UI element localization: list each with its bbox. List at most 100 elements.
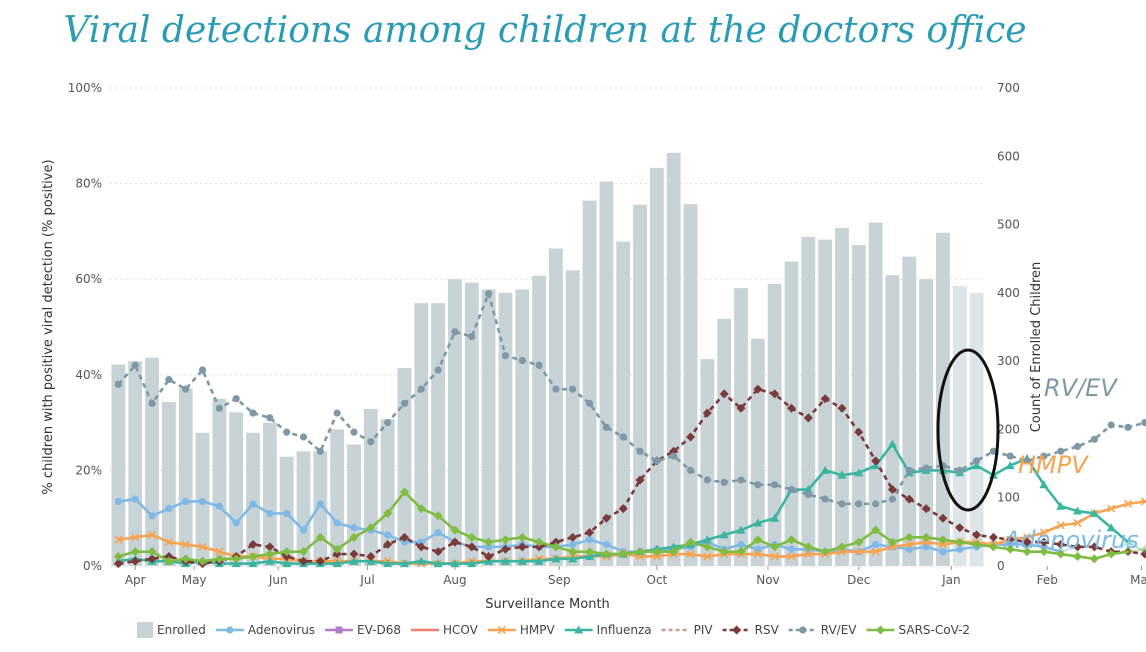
legend-label: EV-D68 <box>357 623 401 637</box>
enrolled-bar <box>347 444 361 566</box>
data-point <box>349 532 359 542</box>
legend-label: PIV <box>694 623 714 637</box>
enrolled-bar <box>481 289 496 566</box>
data-point <box>1140 497 1146 506</box>
data-point <box>754 481 762 489</box>
y-tick-label: 80% <box>75 177 102 191</box>
enrolled-bar <box>919 279 934 566</box>
data-point <box>1040 543 1048 551</box>
data-point <box>1123 499 1133 508</box>
legend-item: EV-D68 <box>325 623 401 637</box>
y2-tick-label: 200 <box>997 422 1020 436</box>
data-point <box>753 518 763 527</box>
data-point <box>433 559 443 568</box>
enrolled-bar <box>262 422 277 566</box>
data-point <box>1089 542 1099 552</box>
data-point <box>114 535 123 544</box>
legend-item: Enrolled <box>137 622 206 638</box>
data-point <box>349 556 359 565</box>
data-point <box>400 538 409 546</box>
data-point <box>518 356 526 365</box>
annotation-adenovirus: Adenovirus <box>1002 526 1139 554</box>
data-point <box>1089 508 1099 517</box>
series-line <box>118 500 1146 565</box>
enrolled-bar <box>296 451 311 566</box>
enrolled-bar <box>212 398 227 566</box>
enrolled-bar <box>161 402 176 566</box>
data-point <box>669 547 679 557</box>
data-point <box>332 559 342 568</box>
data-point <box>1023 533 1032 542</box>
data-point <box>786 403 796 413</box>
enrolled-bar <box>851 245 866 567</box>
y-tick-label: 20% <box>75 463 102 477</box>
data-point <box>921 504 931 514</box>
legend-label: Enrolled <box>157 623 206 637</box>
enrolled-bar <box>549 248 563 566</box>
legend-item: RV/EV <box>788 623 857 637</box>
series-lines <box>113 289 1146 569</box>
data-point <box>282 559 292 568</box>
enrolled-bar <box>700 359 715 566</box>
data-point <box>349 549 359 559</box>
enrolled-bar <box>363 408 378 566</box>
x-tick-label: Apr <box>125 573 146 587</box>
legend-label: Adenovirus <box>248 623 315 637</box>
y-axis-title: % children with positive viral detection… <box>41 159 56 494</box>
enrolled-bar <box>532 275 546 566</box>
legend-item: HMPV <box>487 623 556 637</box>
data-point <box>1039 537 1049 547</box>
x-tick-label: Sep <box>548 573 571 587</box>
data-point <box>113 551 123 561</box>
legend-label: RSV <box>755 623 780 637</box>
data-point <box>416 556 426 565</box>
x-tick-label: Dec <box>847 573 870 587</box>
data-point <box>737 476 745 484</box>
data-point <box>1123 547 1133 557</box>
data-point <box>215 404 223 412</box>
data-point <box>568 547 578 557</box>
data-point <box>299 433 308 441</box>
legend-label: HMPV <box>520 623 556 637</box>
data-point <box>855 500 863 508</box>
data-point <box>130 547 140 557</box>
enrolled-bar <box>734 288 748 566</box>
data-point <box>787 485 796 494</box>
y2-tick-label: 100 <box>997 491 1020 505</box>
data-point <box>719 530 729 539</box>
data-point <box>770 389 780 399</box>
data-point <box>148 512 156 520</box>
data-point <box>770 542 780 552</box>
data-point <box>333 409 341 417</box>
data-point <box>283 509 291 518</box>
annotation-rv-ev: RV/EV <box>1044 374 1118 402</box>
data-point <box>754 545 762 553</box>
data-point <box>601 549 611 559</box>
data-point <box>837 542 847 552</box>
data-point <box>838 500 846 508</box>
data-point <box>921 532 931 542</box>
data-point <box>854 537 864 547</box>
data-point <box>485 543 493 551</box>
data-point <box>534 542 544 552</box>
data-point <box>181 554 191 564</box>
data-point <box>450 537 460 547</box>
y2-tick-label: 400 <box>997 286 1020 300</box>
data-point <box>872 540 880 549</box>
data-point <box>636 447 644 455</box>
data-point <box>164 538 173 547</box>
data-point <box>1056 549 1066 559</box>
enrolled-bar <box>633 204 647 567</box>
data-point <box>148 399 156 408</box>
data-point <box>535 361 543 369</box>
data-point <box>114 380 123 388</box>
data-point <box>282 551 292 561</box>
data-point <box>248 539 258 549</box>
data-point <box>703 552 712 561</box>
data-point <box>888 542 897 551</box>
data-point <box>182 497 190 506</box>
data-point <box>485 289 493 298</box>
data-point <box>1039 547 1049 557</box>
enrolled-bar <box>380 419 395 566</box>
